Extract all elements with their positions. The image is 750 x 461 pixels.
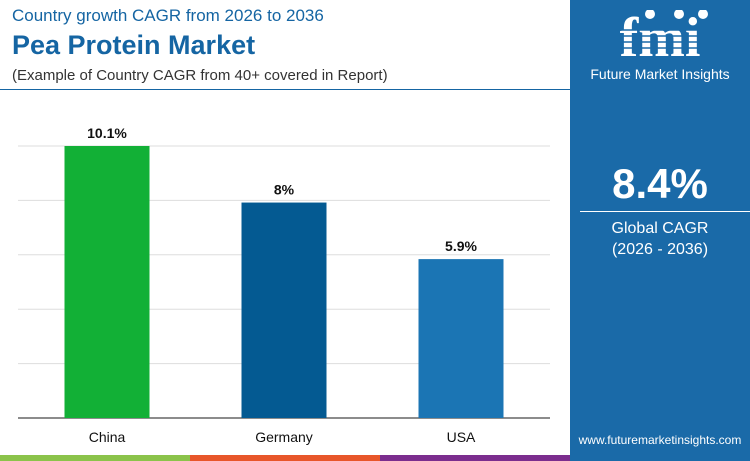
website-link[interactable]: www.futuremarketinsights.com [578,433,742,447]
bar-germany [241,202,327,418]
x-tick-label: Germany [255,429,313,445]
bar-usa [418,259,504,418]
divider [0,89,570,90]
bottom-bar-purple [380,455,570,461]
x-tick-label: USA [447,429,476,445]
fmi-logo: fmi [595,10,725,60]
data-label: 10.1% [87,125,127,141]
summary-panel: fmi Future Market Insights 8.4% Global C… [570,0,750,461]
chart-subtitle: (Example of Country CAGR from 40+ covere… [12,67,388,84]
data-label: 8% [274,182,295,198]
x-tick-label: China [89,429,126,445]
global-cagr-value: 8.4% [612,160,708,207]
chart-kicker: Country growth CAGR from 2026 to 2036 [12,6,324,25]
period: (2026 - 2036) [611,241,709,258]
chart-title: Pea Protein Market [12,30,256,60]
data-label: 5.9% [445,238,477,254]
global-cagr-label: Global CAGR (2026 - 2036) [570,218,750,260]
bottom-bar-orange [190,455,380,461]
bar-china [64,146,150,418]
bottom-bar-green [0,455,190,461]
bar-chart: 10.1% China 8% Germany 5.9% USA [18,125,550,445]
brand-name: Future Market Insights [590,66,730,82]
divider [580,211,750,212]
label: Global CAGR [611,220,709,237]
svg-text:fmi: fmi [620,10,701,60]
